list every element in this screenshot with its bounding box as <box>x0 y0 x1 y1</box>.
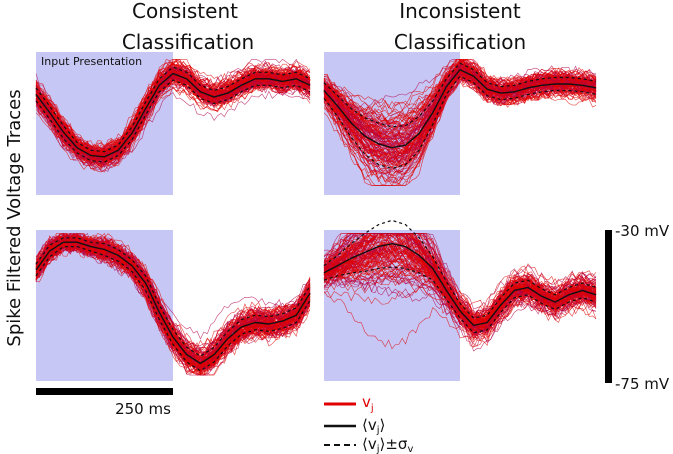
voltage-trace <box>323 270 597 339</box>
voltage-trace <box>323 77 597 174</box>
legend: vj ⟨vj⟩ ⟨vj⟩±σv <box>324 393 413 454</box>
voltage-trace <box>323 65 597 140</box>
voltage-trace <box>35 233 311 364</box>
column-title-consistent-line1: Consistent <box>132 0 238 23</box>
voltage-trace <box>35 240 311 369</box>
voltage-trace <box>323 234 597 332</box>
voltage-trace <box>35 70 311 161</box>
panel-consistent-bottom <box>35 232 311 376</box>
voltage-trace <box>35 233 311 355</box>
panel-inconsistent-bottom <box>323 219 597 352</box>
voltage-trace <box>323 275 597 339</box>
voltage-scale-bar <box>605 230 612 383</box>
voltage-trace <box>323 261 597 340</box>
mean-minus-sigma-line <box>35 246 311 372</box>
mean-plus-sigma-line <box>35 66 311 153</box>
mean-line <box>35 241 311 365</box>
mean-line <box>323 242 597 327</box>
voltage-trace <box>323 73 597 151</box>
column-title-consistent-line2: Classification <box>122 30 254 54</box>
column-title-inconsistent-line2: Classification <box>394 30 526 54</box>
mean-minus-sigma-line <box>35 79 311 163</box>
voltage-trace <box>323 70 597 145</box>
voltage-trace <box>35 85 311 171</box>
panel-consistent-top <box>35 58 311 173</box>
legend-trace-label: vj <box>362 393 374 414</box>
voltage-trace <box>35 237 311 374</box>
voltage-trace <box>35 90 311 172</box>
mean-minus-sigma-line <box>323 75 597 170</box>
mean-plus-sigma-line <box>323 62 597 128</box>
voltage-trace <box>323 233 597 333</box>
column-title-inconsistent-line1: Inconsistent <box>399 0 521 23</box>
mean-line <box>35 72 311 158</box>
mean-plus-sigma-line <box>35 237 311 357</box>
mean-line <box>323 68 597 149</box>
panel-inconsistent-top <box>323 58 597 187</box>
voltage-trace <box>323 241 597 333</box>
voltage-trace <box>35 59 311 150</box>
voltage-trace <box>35 60 311 148</box>
voltage-trace <box>35 233 311 358</box>
voltage-scale-top-label: -30 mV <box>615 222 670 240</box>
voltage-trace <box>323 77 597 180</box>
voltage-trace <box>323 266 597 328</box>
time-scale-label: 250 ms <box>115 400 171 418</box>
voltage-trace <box>323 291 597 350</box>
legend-band-label: ⟨vj⟩±σv <box>362 435 413 454</box>
input-presentation-label: Input Presentation <box>41 55 142 68</box>
voltage-trace <box>323 260 597 348</box>
voltage-trace <box>323 66 597 140</box>
y-axis-label: Spike Filtered Voltage Traces <box>4 89 25 346</box>
voltage-trace <box>323 58 597 124</box>
voltage-trace <box>323 70 597 159</box>
legend-mean-label: ⟨vj⟩ <box>362 416 385 436</box>
voltage-scale-bottom-label: -75 mV <box>615 375 670 393</box>
voltage-trace <box>323 75 597 170</box>
time-scale-bar <box>36 388 173 395</box>
mean-plus-sigma-line <box>323 219 597 319</box>
